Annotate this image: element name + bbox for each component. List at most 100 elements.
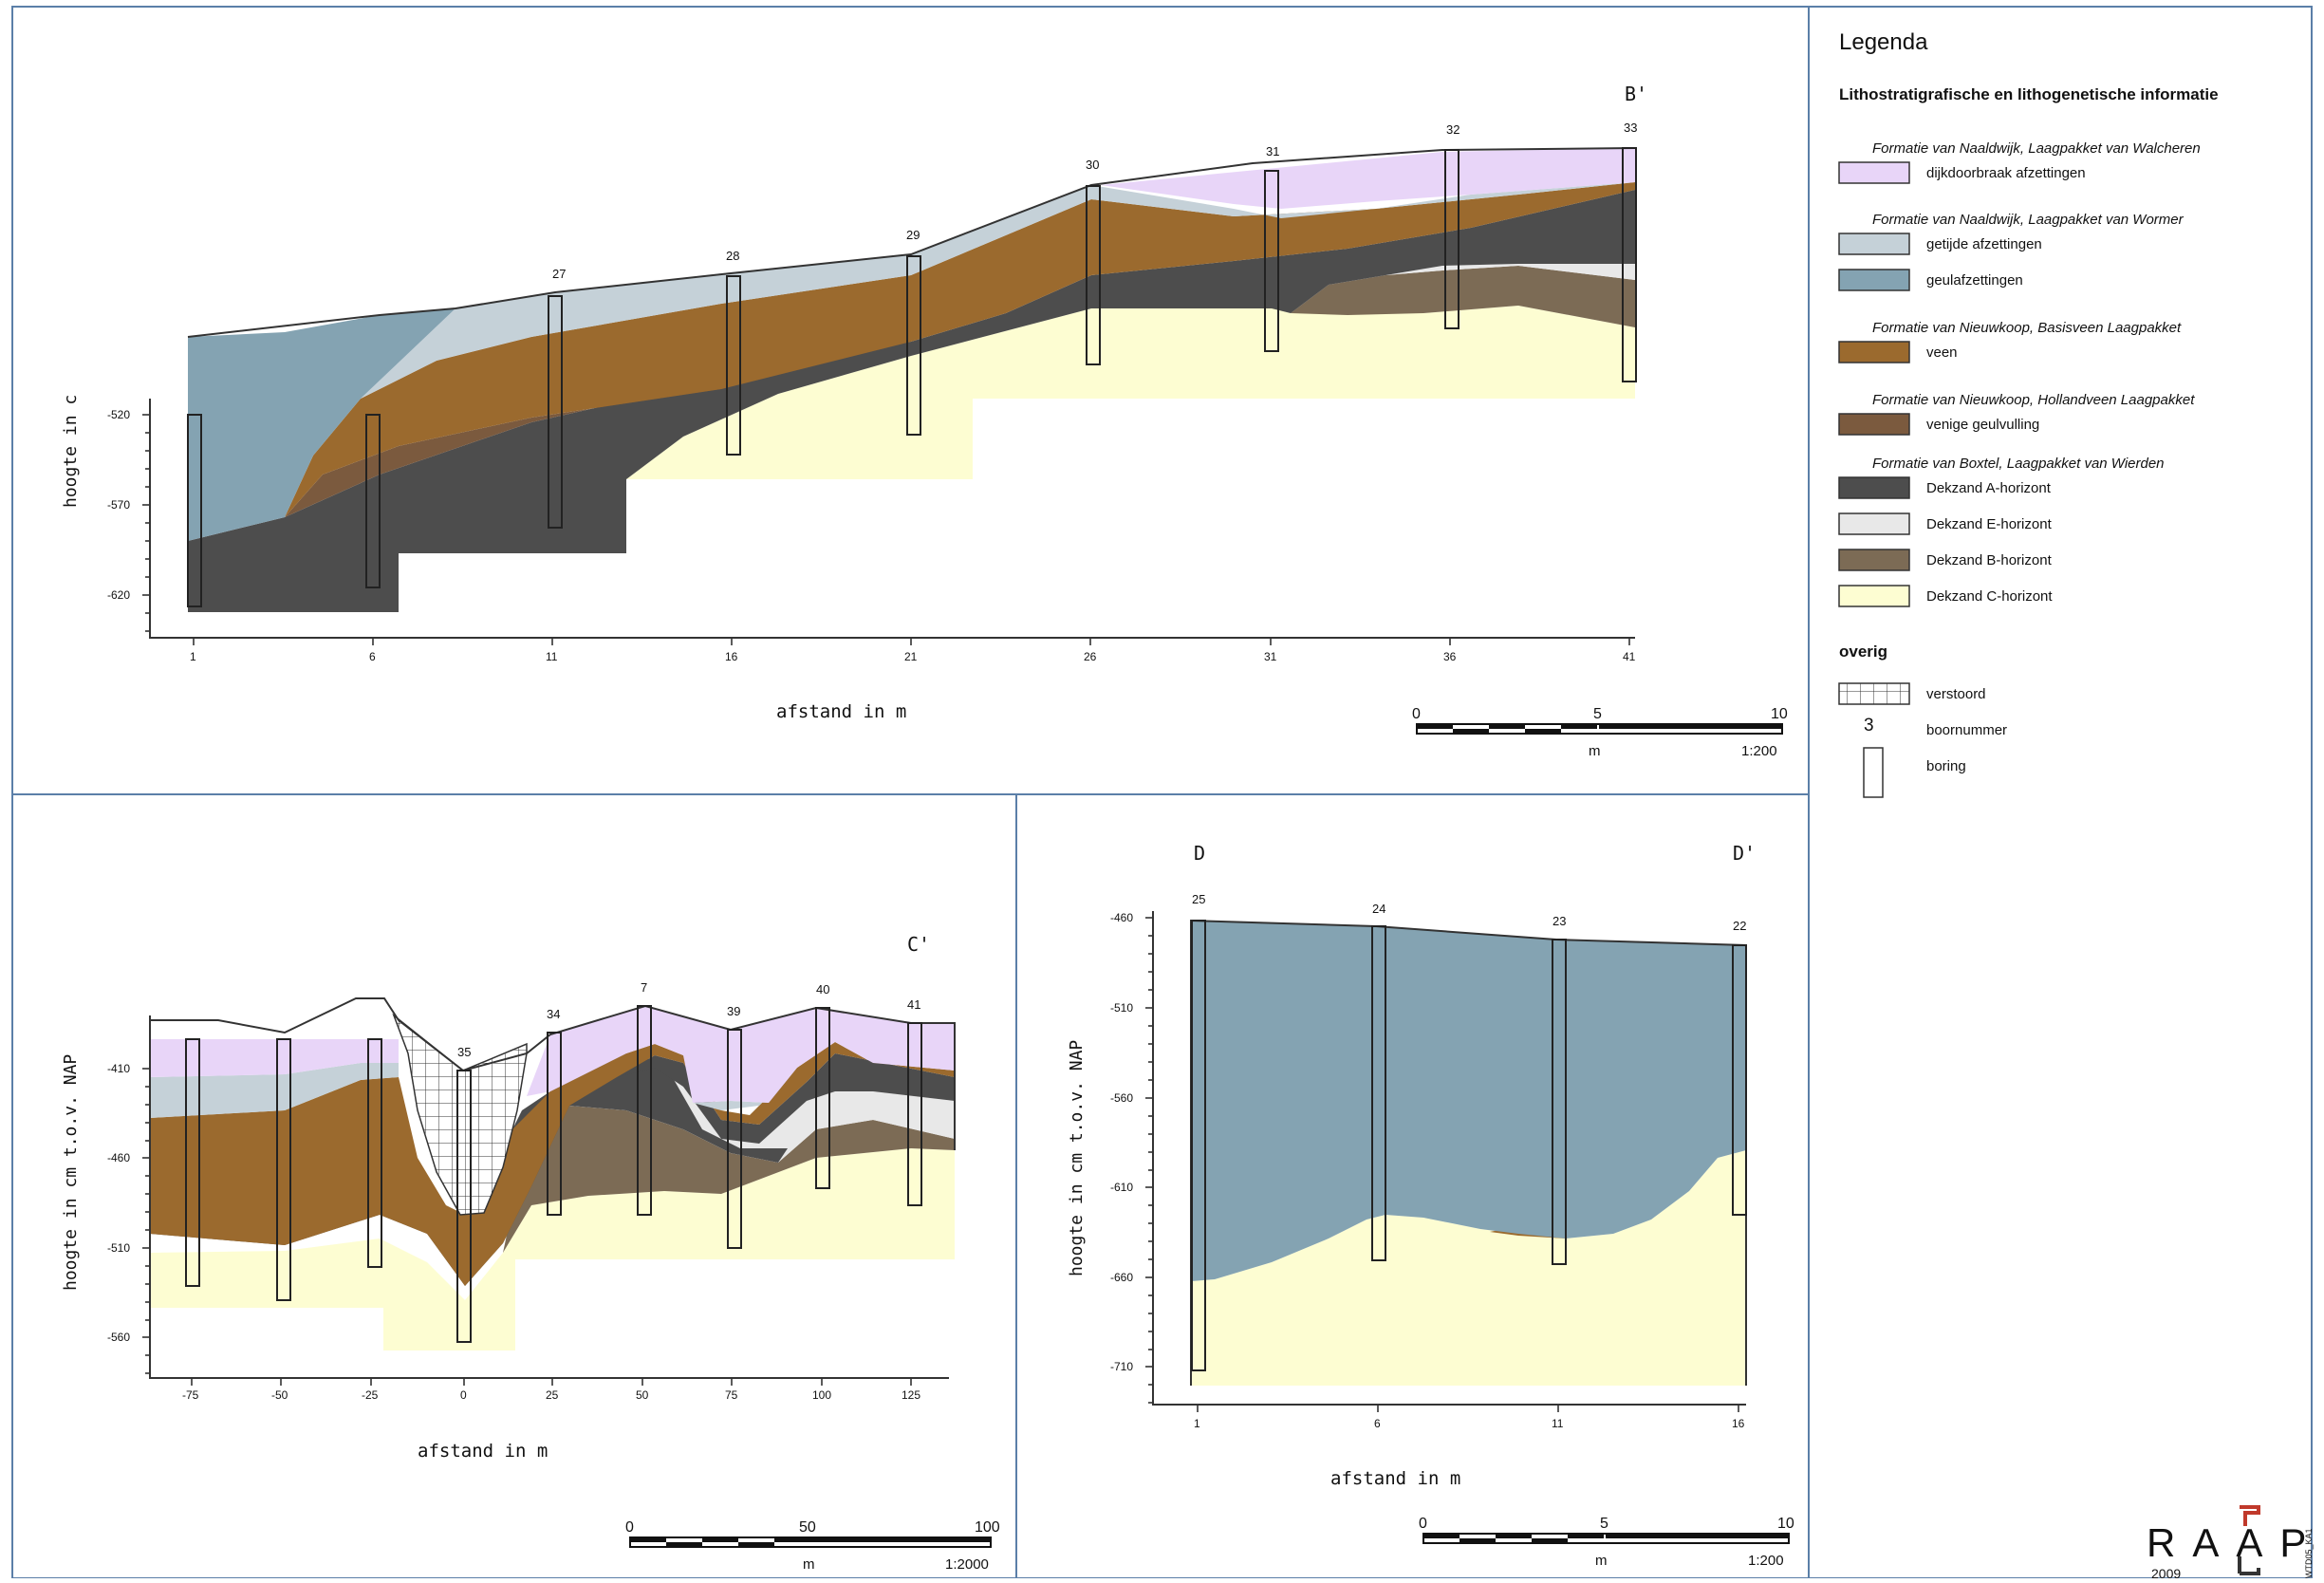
logo-year: 2009 [2151, 1566, 2181, 1578]
scale-ratio: 1:200 [1748, 1553, 1784, 1569]
legend-swatch [1838, 476, 1910, 499]
borehole [1622, 147, 1637, 382]
y-tick-label: -410 [107, 1062, 130, 1075]
scale-ratio: 1:200 [1741, 743, 1777, 759]
legend-item-label: Dekzand B-horizont [1926, 552, 2053, 568]
scale-tick-label: 5 [1593, 706, 1602, 722]
bore-number: 40 [816, 982, 829, 996]
y-axis-ticks [142, 1068, 150, 1374]
scale-tick-label: 0 [1412, 706, 1421, 722]
bore-number: 35 [457, 1045, 471, 1059]
borehole [185, 1038, 200, 1287]
x-tick-label: 21 [904, 650, 918, 663]
legend-swatch [1838, 161, 1910, 184]
layer-dekzand-a [617, 1053, 955, 1144]
legend-swatch [1838, 512, 1910, 535]
raap-logo: RAAP 2009 WTD05_KA1 [2147, 1505, 2314, 1581]
legend-item-label: dijkdoorbraak afzettingen [1926, 165, 2086, 181]
x-tick-label: 50 [636, 1388, 649, 1402]
legend-group-heading: Formatie van Nieuwkoop, Hollandveen Laag… [1872, 392, 2195, 408]
legend-swatch [1838, 341, 1910, 363]
x-tick-label: 100 [812, 1388, 831, 1402]
borehole [276, 1038, 291, 1301]
borehole [456, 1070, 472, 1343]
legend-item-label: boornummer [1926, 722, 2007, 738]
x-tick-label: 31 [1264, 650, 1277, 663]
scale-unit: m [1595, 1553, 1608, 1569]
y-tick-label: -560 [1110, 1091, 1133, 1105]
layer-dekzand-e [1385, 264, 1635, 280]
scale-tick-label: 0 [1419, 1516, 1427, 1532]
layer-dekzand-c [150, 1148, 955, 1350]
layer-geulafzettingen [1191, 921, 1746, 1281]
scale-bar-dd [1422, 1533, 1790, 1544]
legend-swatch [1838, 233, 1910, 255]
legend-item-label: Dekzand E-horizont [1926, 516, 2053, 532]
layer-dijkdoorbraak [1101, 148, 1635, 209]
scale-tick-label: 100 [975, 1519, 1000, 1536]
bore-number: 33 [1624, 121, 1637, 135]
bore-number: 25 [1192, 892, 1205, 906]
surface-line [150, 997, 956, 1150]
legend-swatch [1838, 585, 1910, 607]
legend-item-label: Dekzand C-horizont [1926, 588, 2053, 605]
legend-item-label: venige geulvulling [1926, 417, 2039, 433]
x-tick-label: 75 [725, 1388, 738, 1402]
borehole [548, 295, 563, 529]
layer-dijkdoorbraak [150, 1039, 399, 1077]
borehole [1732, 944, 1747, 1216]
borehole [187, 414, 202, 607]
profile-dd: 25 24 23 22 D D' -460 -510 -560 -610 -66… [1067, 842, 1794, 1569]
x-tick-label: 11 [546, 650, 558, 663]
borehole [907, 1022, 922, 1206]
borehole [1552, 939, 1567, 1265]
legend-item-label: getijde afzettingen [1926, 236, 2042, 252]
borehole [726, 275, 741, 456]
axes [1152, 911, 1746, 1406]
scale-tick-label: 0 [625, 1519, 634, 1536]
borehole [367, 1038, 382, 1268]
x-axis-ticks [193, 638, 1630, 645]
layer-dekzand-c [1191, 1150, 1746, 1386]
y-tick-label: -510 [107, 1241, 130, 1255]
layer-geulafzettingen [188, 308, 456, 541]
y-axis-label: hoogte in c [61, 395, 81, 508]
legend-title: Legenda [1839, 29, 1928, 55]
bore-number: 34 [547, 1007, 560, 1021]
x-tick-label: 6 [369, 650, 376, 663]
x-tick-label: -50 [271, 1388, 288, 1402]
layer-getijde [361, 182, 1635, 399]
bore-number: 24 [1372, 902, 1385, 916]
x-tick-label: -25 [362, 1388, 379, 1402]
layer-veen [285, 182, 1635, 517]
legend-subtitle: Lithostratigrafische en lithogenetische … [1839, 85, 2219, 103]
y-axis-ticks [1145, 917, 1153, 1404]
bore-number: 39 [727, 1004, 740, 1018]
profile-start-label: D [1194, 842, 1205, 865]
y-tick-label: -460 [107, 1151, 130, 1164]
y-tick-label: -560 [107, 1331, 130, 1344]
bore-number: 27 [552, 267, 566, 281]
axes [149, 399, 1635, 639]
legend-item-label: veen [1926, 345, 1958, 361]
y-axis-label: hoogte in cm t.o.v. NAP [1067, 1040, 1087, 1276]
x-tick-label: 26 [1084, 650, 1097, 663]
y-tick-label: -510 [1110, 1001, 1133, 1015]
scale-tick-label: 5 [1600, 1516, 1608, 1532]
x-axis-label: afstand in m [418, 1441, 548, 1462]
x-tick-label: 125 [902, 1388, 920, 1402]
profile-end-label: D' [1733, 842, 1756, 865]
legend: Legenda Lithostratigrafische en lithogen… [1838, 29, 2219, 798]
legend-swatch [1838, 549, 1910, 571]
legend-group-heading: Formatie van Boxtel, Laagpakket van Wier… [1872, 456, 2165, 472]
borehole [1086, 185, 1101, 365]
y-tick-label: -710 [1110, 1360, 1133, 1373]
x-tick-label: 16 [725, 650, 738, 663]
scale-unit: m [803, 1556, 815, 1573]
x-tick-label: 0 [460, 1388, 467, 1402]
layer-dekzand-a [188, 190, 1635, 612]
borehole [815, 1007, 830, 1189]
legend-item-label: verstoord [1926, 686, 1986, 702]
borehole [906, 255, 921, 436]
